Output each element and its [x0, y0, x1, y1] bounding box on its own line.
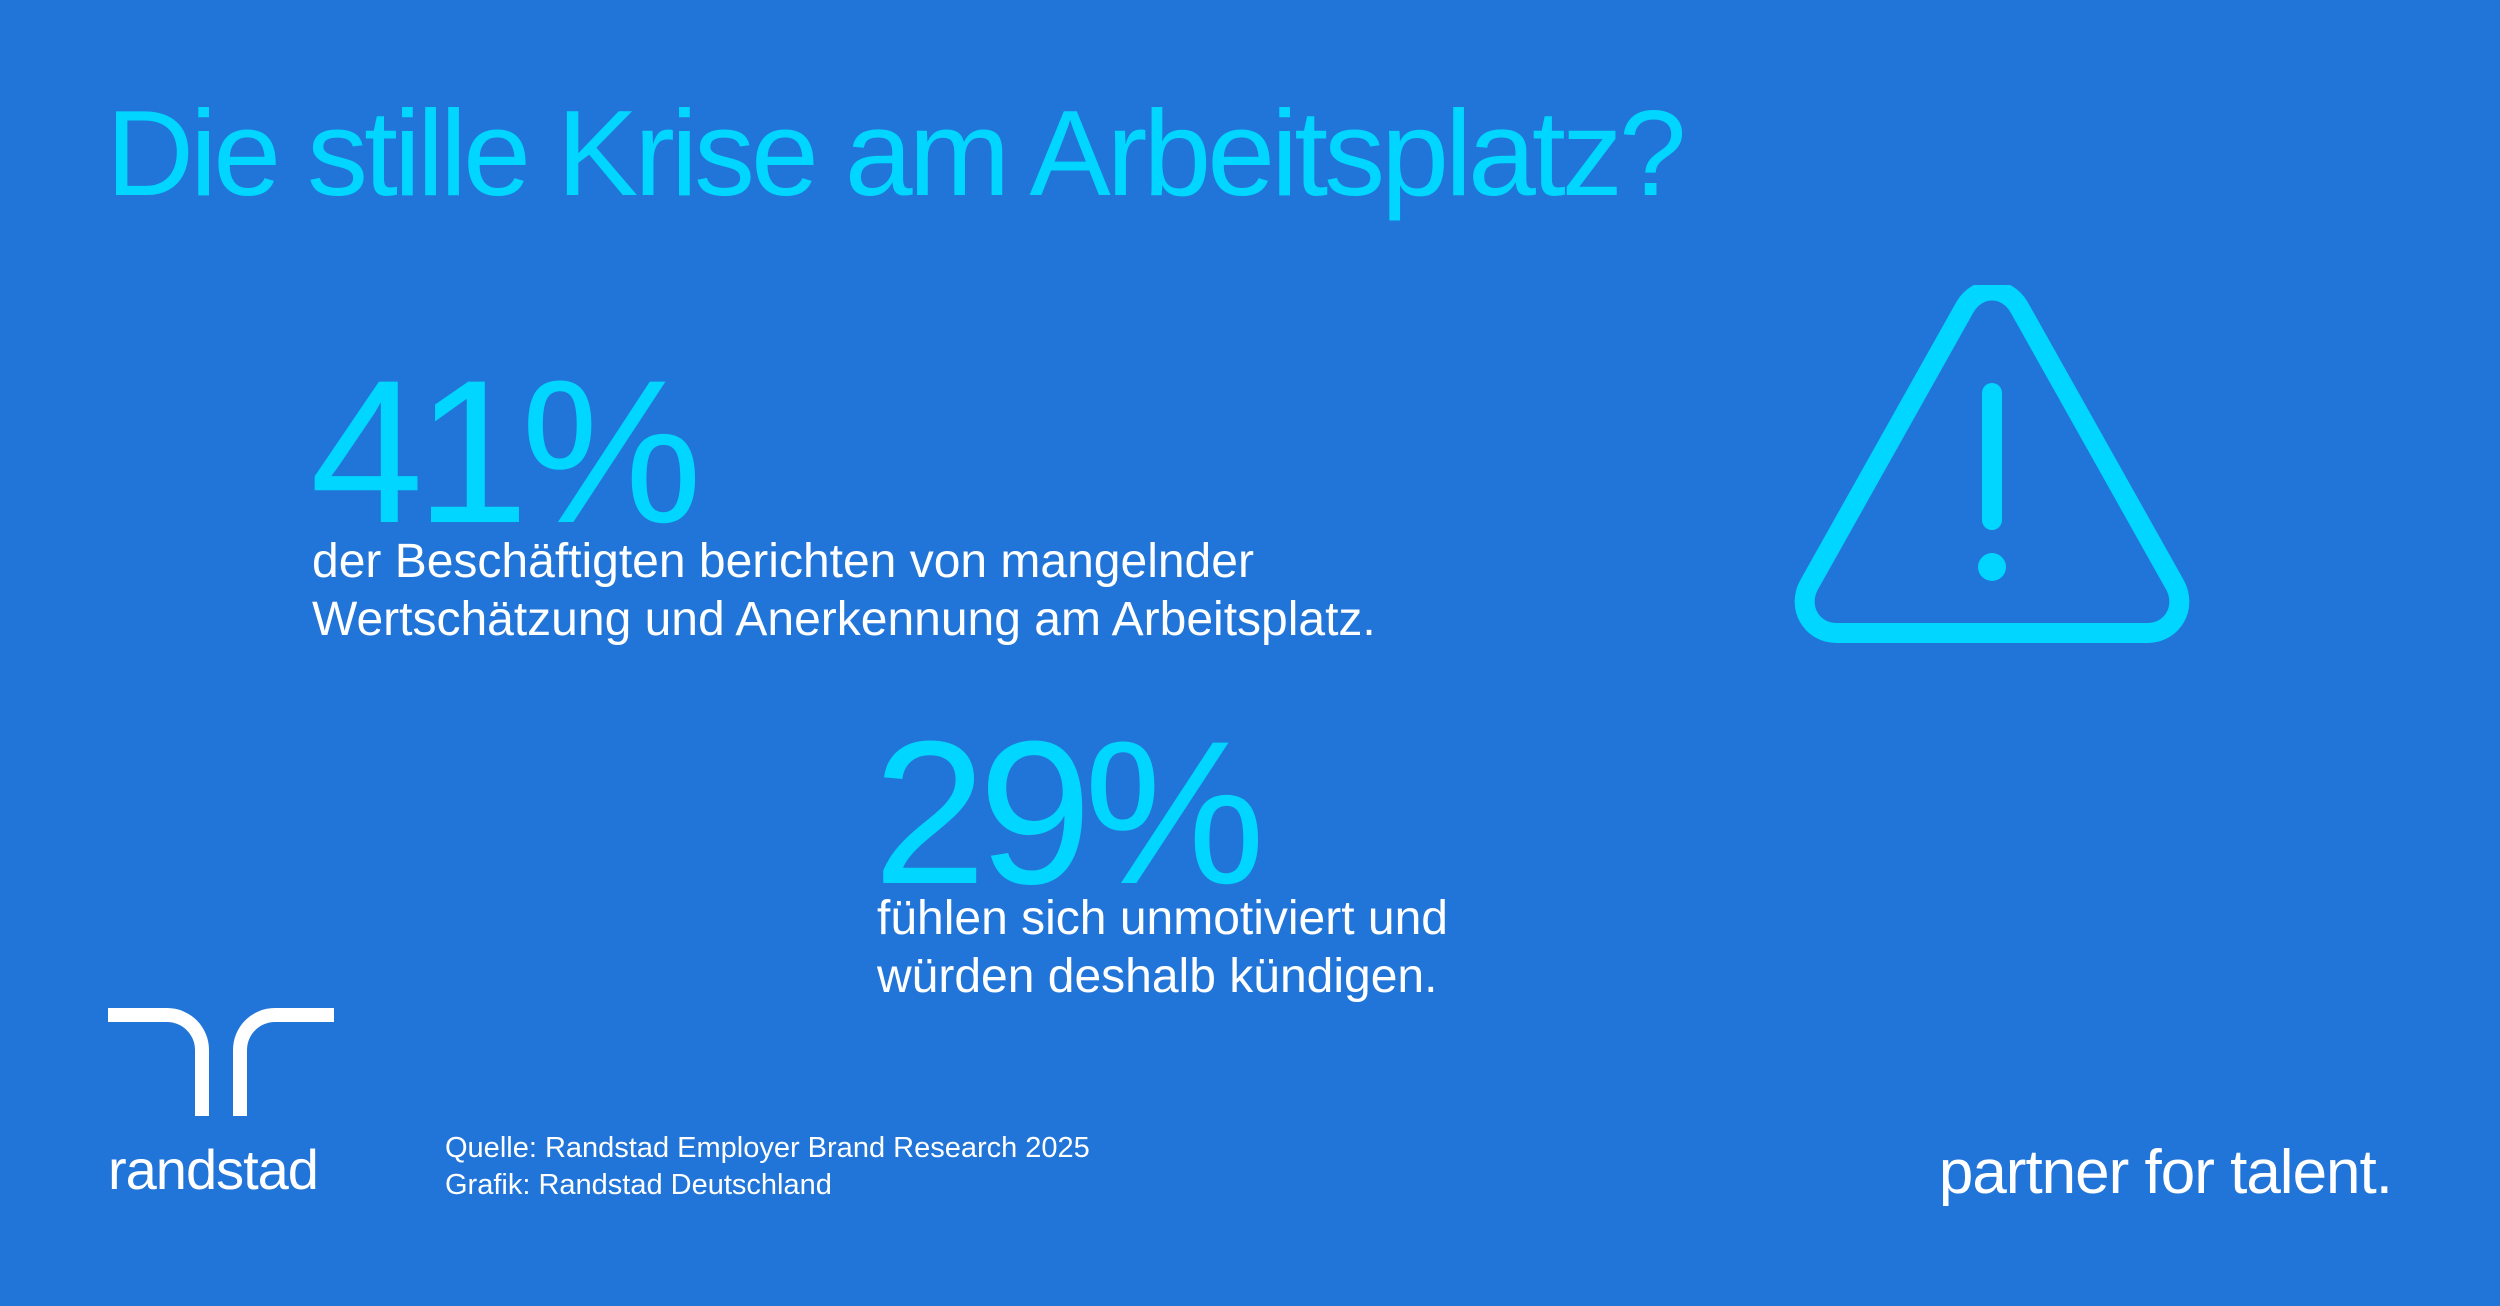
stat-description-29: fühlen sich unmotiviert und würden desha… — [877, 890, 1448, 1006]
stat-value-41: 41% — [310, 338, 702, 566]
source-line: Quelle: Randstad Employer Brand Research… — [445, 1132, 1090, 1164]
randstad-wordmark: randstad — [108, 1138, 319, 1201]
stat-description-line: würden deshalb kündigen. — [877, 950, 1438, 1003]
graphic-credit-line: Grafik: Randstad Deutschland — [445, 1169, 832, 1201]
warning-triangle-icon — [1794, 285, 2190, 643]
stat-value-29: 29% — [873, 699, 1265, 927]
tagline: partner for talent. — [1938, 1138, 2393, 1207]
page-title: Die stille Krise am Arbeitsplatz? — [106, 85, 1687, 221]
stat-description-line: der Beschäftigten berichten von mangelnd… — [312, 535, 1254, 588]
randstad-logo-mark — [108, 1008, 334, 1116]
stat-description-line: fühlen sich unmotiviert und — [877, 892, 1448, 945]
stat-description-line: Wertschätzung und Anerkennung am Arbeits… — [312, 593, 1376, 646]
stat-description-41: der Beschäftigten berichten von mangelnd… — [312, 533, 1376, 649]
